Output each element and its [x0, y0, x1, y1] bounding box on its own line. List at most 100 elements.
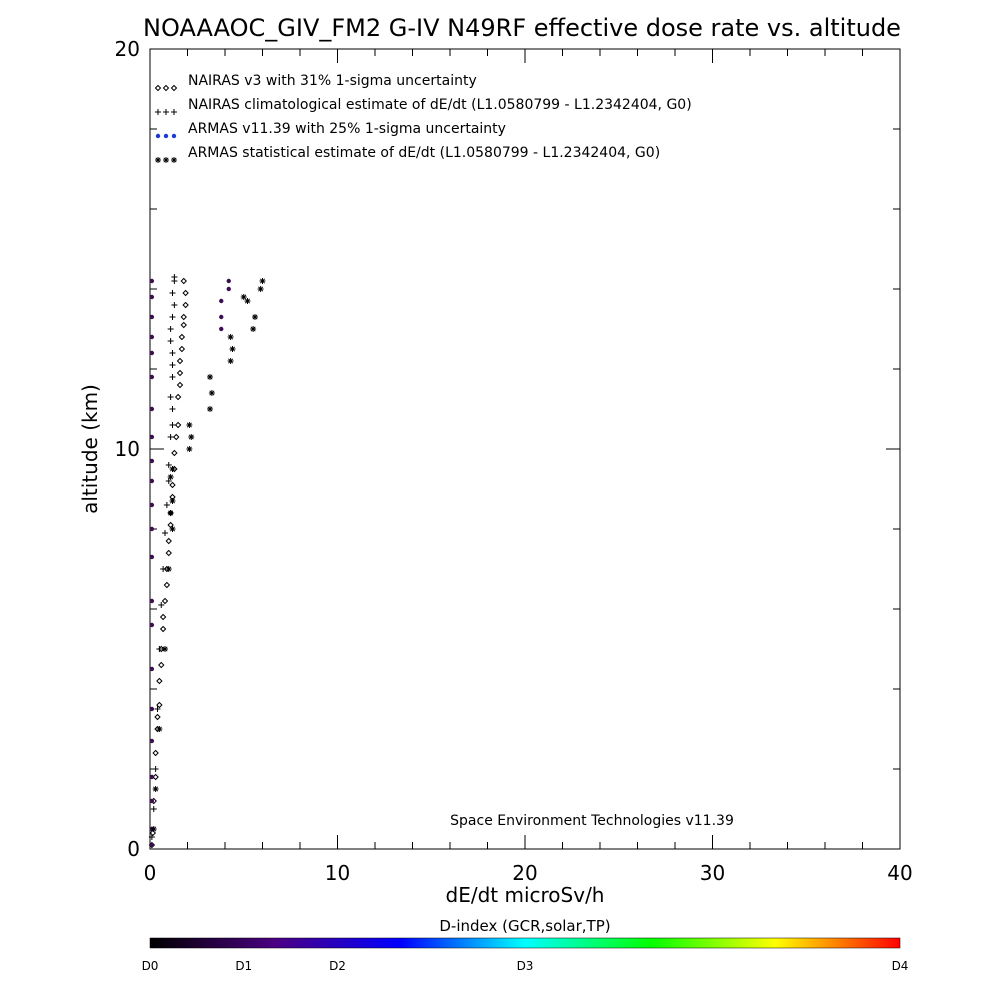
data-point-asterisk	[188, 434, 195, 440]
data-point-asterisk	[207, 374, 213, 380]
data-point-asterisk	[252, 314, 258, 320]
colorbar-label: D4	[892, 959, 909, 973]
axis-ticks	[149, 48, 901, 850]
data-point-dot	[219, 298, 224, 304]
data-point-plus	[169, 314, 176, 320]
data-point-dot	[149, 350, 155, 356]
data-point-asterisk	[257, 286, 264, 292]
data-point-plus	[171, 302, 178, 308]
data-point-plus	[169, 422, 176, 428]
data-point-asterisk	[229, 346, 236, 352]
data-point-dot	[149, 458, 155, 464]
data-point-asterisk	[167, 510, 174, 516]
data-point-plus	[167, 326, 174, 332]
data-point-asterisk	[244, 298, 251, 304]
data-point-plus	[167, 434, 174, 440]
data-point-diamond	[182, 301, 189, 309]
data-point-dot	[149, 374, 155, 380]
data-point-plus	[156, 646, 163, 652]
legend-marker-armas_stat	[171, 157, 177, 163]
colorbar-label: D3	[517, 959, 534, 973]
data-point-asterisk	[259, 278, 266, 284]
data-point-diamond	[156, 677, 163, 685]
data-point-dot	[149, 478, 155, 484]
data-point-plus	[171, 274, 178, 280]
y-tick-labels: 0 10 20	[115, 37, 140, 861]
data-point-plus	[169, 362, 176, 368]
data-point-diamond	[178, 345, 186, 353]
data-point-diamond	[149, 829, 157, 837]
data-point-dot	[149, 738, 155, 744]
data-point-dot	[149, 554, 155, 560]
data-point-diamond	[180, 277, 187, 285]
legend-marker-armas_stat	[163, 157, 169, 163]
data-point-plus	[158, 602, 165, 608]
legend-marker-armas	[155, 133, 161, 139]
legend-label-armas: ARMAS v11.39 with 25% 1-sigma uncertaint…	[188, 121, 506, 137]
data-point-dot	[226, 278, 231, 284]
x-tick-labels: 0 10 20 30 40	[144, 861, 913, 885]
data-point-diamond	[159, 625, 167, 633]
data-point-plus	[167, 394, 174, 400]
colorbar-label: D0	[142, 959, 159, 973]
data-point-diamond	[180, 321, 187, 329]
data-point-asterisk	[169, 466, 176, 472]
data-points	[148, 274, 266, 849]
legend-marker-nairas	[162, 84, 170, 92]
data-point-diamond	[178, 333, 186, 341]
data-point-diamond	[176, 357, 184, 365]
data-point-plus	[169, 290, 176, 296]
data-point-diamond	[152, 773, 159, 781]
data-point-dot	[149, 334, 155, 340]
colorbar-title: D-index (GCR,solar,TP)	[439, 917, 610, 935]
data-point-plus	[169, 374, 176, 380]
data-point-asterisk	[250, 326, 257, 332]
data-point-dot	[149, 526, 155, 532]
data-point-asterisk	[169, 526, 176, 532]
legend-marker-nairas	[154, 84, 162, 92]
data-point-dot	[149, 502, 155, 508]
data-point-diamond	[161, 597, 169, 605]
data-point-diamond	[165, 537, 172, 545]
data-point-asterisk	[152, 786, 159, 792]
data-point-dot	[219, 314, 224, 320]
data-point-asterisk	[208, 390, 215, 396]
data-point-dot	[149, 434, 155, 440]
data-point-plus	[167, 338, 174, 344]
x-tick-label: 0	[144, 861, 157, 885]
data-point-diamond	[182, 289, 189, 297]
data-point-asterisk	[162, 646, 168, 652]
data-point-plus	[154, 706, 161, 712]
data-point-dot	[226, 286, 231, 292]
legend-label-nairas: NAIRAS v3 with 31% 1-sigma uncertainty	[188, 73, 477, 89]
data-point-diamond	[173, 433, 180, 441]
data-point-asterisk	[207, 406, 213, 412]
legend: NAIRAS v3 with 31% 1-sigma uncertainty NA…	[154, 73, 692, 163]
data-point-dot	[149, 278, 155, 284]
data-point-asterisk	[186, 446, 193, 452]
y-tick-label: 0	[127, 837, 140, 861]
data-point-diamond	[163, 581, 171, 589]
data-point-dot	[149, 598, 155, 604]
plot-frame	[149, 48, 901, 850]
credit-text: Space Environment Technologies v11.39	[450, 813, 734, 829]
data-point-asterisk	[156, 726, 163, 732]
data-point-plus	[169, 350, 176, 356]
data-point-plus	[169, 406, 176, 412]
data-point-dot	[149, 798, 155, 804]
data-point-asterisk	[227, 358, 234, 364]
data-point-plus	[165, 462, 172, 468]
chart-title: NOAAAOC_GIV_FM2 G-IV N49RF effective dos…	[143, 14, 901, 42]
data-point-dot	[149, 406, 155, 412]
data-point-dot	[149, 842, 155, 848]
x-axis-label: dE/dt microSv/h	[446, 883, 605, 907]
data-point-dot	[149, 666, 155, 672]
x-tick-label: 30	[700, 861, 725, 885]
data-point-dot	[149, 294, 155, 300]
legend-label-nairas_clim: NAIRAS climatological estimate of dE/dt …	[188, 97, 692, 113]
legend-marker-nairas_clim	[171, 109, 177, 115]
data-point-diamond	[169, 481, 176, 489]
colorbar	[149, 937, 901, 949]
